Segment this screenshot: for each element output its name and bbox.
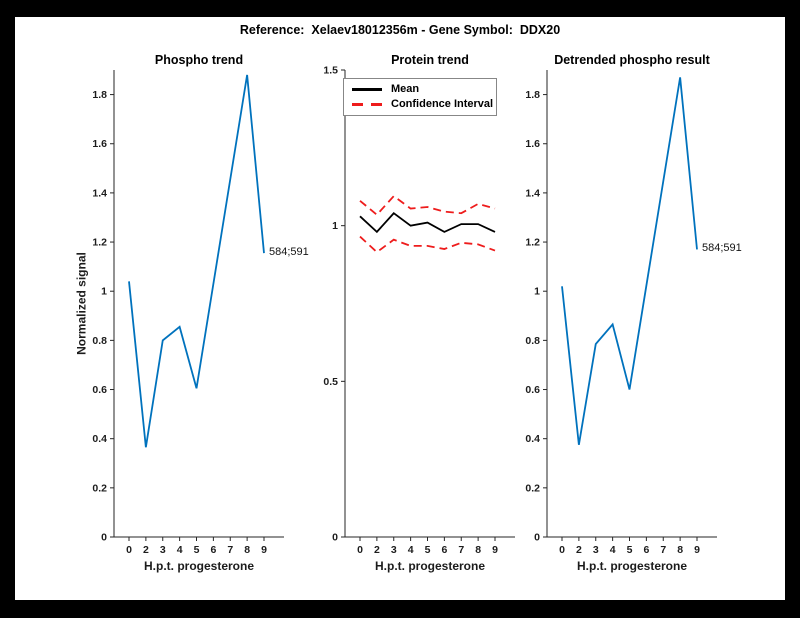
x-tick-label: 0 <box>126 544 132 556</box>
x-tick-label: 9 <box>261 544 267 556</box>
y-tick-label: 0 <box>534 532 540 544</box>
x-tick-label: 6 <box>441 544 447 556</box>
y-tick-label: 0.2 <box>525 482 540 494</box>
x-tick-label: 3 <box>391 544 397 556</box>
x-tick-label: 4 <box>177 544 183 556</box>
x-tick-label: 5 <box>627 544 633 556</box>
y-tick-label: 1 <box>534 286 540 298</box>
x-tick-label: 6 <box>643 544 649 556</box>
x-tick-label: 7 <box>227 544 233 556</box>
subplot1-title: Phospho trend <box>154 53 244 67</box>
mean-line-sample <box>352 87 382 91</box>
legend-label-mean: Mean <box>391 82 420 95</box>
y-tick-label: 1 <box>332 220 338 232</box>
y-tick-label: 1.6 <box>525 138 540 150</box>
y-tick-label: 0.8 <box>525 335 540 347</box>
y-tick-label: 0.5 <box>323 376 338 388</box>
y-tick-label: 1.8 <box>525 89 540 101</box>
x-tick-label: 4 <box>408 544 414 556</box>
x-tick-label: 2 <box>143 544 149 556</box>
x-tick-label: 7 <box>660 544 666 556</box>
x-tick-label: 5 <box>425 544 431 556</box>
y-tick-label: 0.6 <box>525 384 540 396</box>
legend-row-ci: Confidence Interval <box>352 99 496 110</box>
endpoint-annotation: 584;591 <box>702 242 742 255</box>
x-tick-label: 2 <box>374 544 380 556</box>
endpoint-annotation: 584;591 <box>269 246 309 259</box>
y-tick-label: 0.8 <box>92 335 107 347</box>
legend-label-ci: Confidence Interval <box>391 98 494 111</box>
y-tick-label: 1.4 <box>92 187 107 199</box>
subplot2-title: Protein trend <box>391 53 469 67</box>
y-tick-label: 0.4 <box>92 433 107 445</box>
y-tick-label: 1.2 <box>92 237 107 249</box>
figure-canvas: Reference: Xelaev18012356m - Gene Symbol… <box>15 17 785 600</box>
subplot2-x-axis-label: H.p.t. progesterone <box>374 559 485 573</box>
y-tick-label: 0.6 <box>92 384 107 396</box>
confidence-interval-line-sample <box>352 103 382 107</box>
y-tick-label: 0 <box>332 532 338 544</box>
x-tick-label: 0 <box>357 544 363 556</box>
y-tick-label: 1.8 <box>92 89 107 101</box>
series-line-confidence-interval-lower <box>359 235 496 254</box>
x-tick-label: 0 <box>559 544 565 556</box>
y-tick-label: 1.5 <box>323 65 338 77</box>
series-line-phospho-signal <box>128 74 265 448</box>
y-tick-label: 1.4 <box>525 187 540 199</box>
x-tick-label: 9 <box>694 544 700 556</box>
legend-row-mean: Mean <box>352 82 496 95</box>
legend-box: Mean Confidence Interval <box>343 78 497 116</box>
y-tick-label: 0 <box>101 532 107 544</box>
x-tick-label: 6 <box>210 544 216 556</box>
y-tick-label: 0.2 <box>92 482 107 494</box>
x-tick-label: 8 <box>475 544 481 556</box>
y-tick-label: 0.4 <box>525 433 540 445</box>
x-tick-label: 4 <box>610 544 616 556</box>
subplot1-x-axis-label: H.p.t. progesterone <box>143 559 254 573</box>
x-tick-label: 9 <box>492 544 498 556</box>
x-tick-label: 3 <box>593 544 599 556</box>
subplot3-title: Detrended phospho result <box>554 53 710 67</box>
charts-svg: 00.20.40.60.811.21.41.61.80 2 3 4 5 6 7 8 900.51… <box>92 65 717 556</box>
y-tick-label: 1.6 <box>92 138 107 150</box>
x-tick-label: 7 <box>458 544 464 556</box>
x-tick-label: 8 <box>677 544 683 556</box>
x-tick-label: 3 <box>160 544 166 556</box>
figure-title: Reference: Xelaev18012356m - Gene Symbol… <box>239 23 561 37</box>
y-tick-label: 1 <box>101 286 107 298</box>
x-tick-label: 5 <box>194 544 200 556</box>
y-tick-label: 1.2 <box>525 237 540 249</box>
x-tick-label: 2 <box>576 544 582 556</box>
subplot3-x-axis-label: H.p.t. progesterone <box>576 559 687 573</box>
series-line-confidence-interval-upper <box>359 194 496 217</box>
series-line-detrended-phospho-signal <box>561 77 698 445</box>
x-tick-label: 8 <box>244 544 250 556</box>
series-line-mean <box>359 212 496 234</box>
